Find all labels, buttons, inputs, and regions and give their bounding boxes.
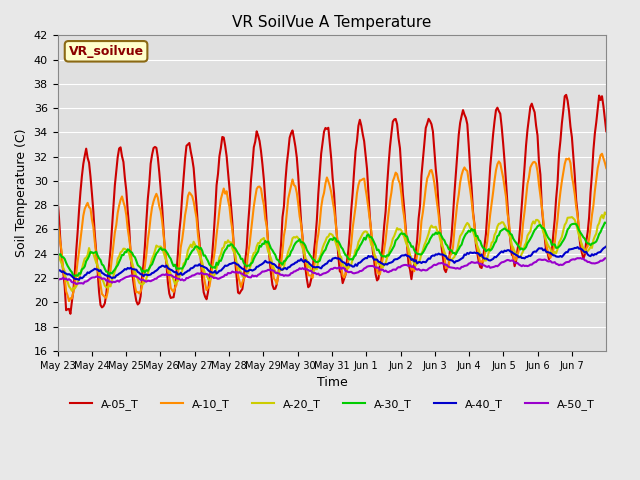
A-50_T	[577, 255, 584, 261]
A-20_T	[91, 255, 99, 261]
X-axis label: Time: Time	[317, 376, 348, 389]
A-50_T	[72, 281, 80, 287]
A-50_T	[74, 281, 81, 287]
A-05_T	[601, 116, 609, 122]
A-30_T	[601, 220, 609, 226]
A-20_T	[74, 280, 81, 286]
A-05_T	[91, 231, 99, 237]
A-30_T	[602, 220, 610, 226]
A-50_T	[54, 277, 61, 283]
Y-axis label: Soil Temperature (C): Soil Temperature (C)	[15, 129, 28, 257]
A-05_T	[446, 246, 454, 252]
A-40_T	[75, 277, 83, 283]
A-20_T	[600, 216, 607, 221]
A-20_T	[602, 211, 610, 217]
A-10_T	[337, 264, 345, 269]
A-05_T	[563, 92, 570, 98]
Line: A-50_T: A-50_T	[58, 258, 606, 284]
A-20_T	[68, 288, 76, 294]
A-40_T	[91, 266, 99, 272]
A-20_T	[528, 222, 536, 228]
Line: A-10_T: A-10_T	[58, 154, 606, 301]
A-40_T	[528, 252, 536, 257]
A-10_T	[446, 252, 454, 258]
A-10_T	[528, 162, 536, 168]
A-40_T	[446, 257, 454, 263]
A-30_T	[70, 273, 77, 279]
A-20_T	[54, 251, 61, 256]
A-50_T	[602, 255, 610, 261]
A-30_T	[446, 247, 454, 253]
A-40_T	[600, 245, 607, 251]
A-30_T	[337, 244, 345, 250]
A-40_T	[602, 243, 610, 249]
A-50_T	[528, 262, 536, 267]
A-10_T	[65, 298, 73, 304]
Line: A-05_T: A-05_T	[58, 95, 606, 314]
A-50_T	[337, 266, 345, 272]
A-40_T	[72, 276, 80, 282]
Text: VR_soilvue: VR_soilvue	[68, 45, 143, 58]
A-10_T	[602, 165, 610, 171]
A-40_T	[337, 258, 345, 264]
A-30_T	[528, 233, 536, 239]
A-50_T	[446, 264, 454, 270]
Line: A-40_T: A-40_T	[58, 246, 606, 280]
A-50_T	[601, 255, 609, 261]
Line: A-20_T: A-20_T	[58, 213, 606, 291]
A-05_T	[67, 311, 74, 317]
A-10_T	[601, 160, 609, 166]
A-05_T	[74, 230, 81, 236]
A-10_T	[598, 151, 606, 156]
Line: A-30_T: A-30_T	[58, 223, 606, 276]
A-20_T	[601, 210, 609, 216]
A-05_T	[602, 129, 610, 134]
A-05_T	[54, 195, 61, 201]
A-30_T	[54, 251, 61, 256]
A-05_T	[337, 270, 345, 276]
A-10_T	[91, 239, 99, 245]
A-40_T	[54, 269, 61, 275]
Title: VR SoilVue A Temperature: VR SoilVue A Temperature	[232, 15, 431, 30]
Legend: A-05_T, A-10_T, A-20_T, A-30_T, A-40_T, A-50_T: A-05_T, A-10_T, A-20_T, A-30_T, A-40_T, …	[65, 395, 598, 415]
A-10_T	[74, 259, 81, 265]
A-30_T	[74, 273, 81, 279]
A-30_T	[600, 223, 607, 228]
A-10_T	[54, 217, 61, 223]
A-05_T	[528, 101, 536, 107]
A-50_T	[91, 275, 99, 280]
A-20_T	[446, 257, 454, 263]
A-20_T	[337, 254, 345, 260]
A-30_T	[91, 250, 99, 255]
